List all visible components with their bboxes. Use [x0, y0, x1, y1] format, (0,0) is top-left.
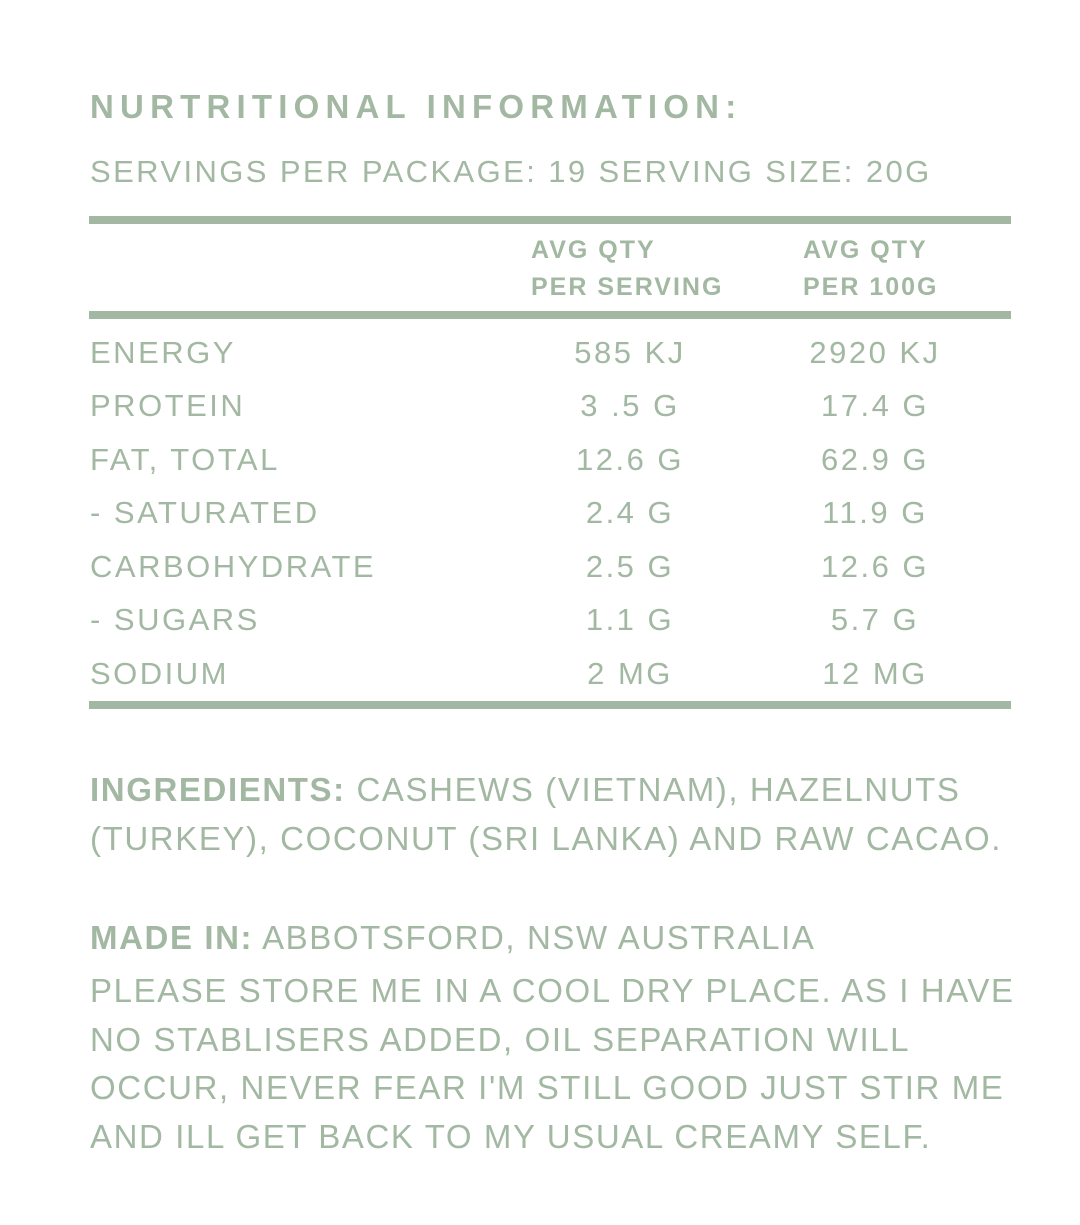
per-serving-value: 12.6 G — [575, 442, 685, 477]
ingredients-text: CASHEWS (VIETNAM), HAZELNUTS (TURKEY), C… — [90, 771, 1002, 857]
table-row: - SATURATED 2.4 G 11.9 G — [0, 495, 1080, 548]
servings-info: SERVINGS PER PACKAGE: 19 SERVING SIZE: 2… — [90, 154, 932, 189]
nutrient-name: FAT, TOTAL — [90, 442, 280, 477]
bottom-divider — [89, 701, 1011, 709]
header-line: AVG QTY — [531, 236, 656, 264]
per-serving-value: 2 MG — [587, 656, 673, 691]
header-line: AVG QTY — [803, 236, 928, 264]
per-100g-value: 2920 KJ — [809, 335, 941, 370]
per-100g-value: 17.4 G — [820, 388, 930, 423]
per-100g-value: 12.6 G — [820, 549, 930, 584]
table-row: SODIUM 2 MG 12 MG — [0, 656, 1080, 709]
per-serving-value: 585 KJ — [574, 335, 686, 370]
table-row: FAT, TOTAL 12.6 G 62.9 G — [0, 442, 1080, 495]
nutrient-name: ENERGY — [90, 335, 236, 370]
nutrient-name: - SUGARS — [90, 602, 260, 637]
per-100g-value: 5.7 G — [830, 602, 920, 637]
column-header-per-serving: AVG QTY PER SERVING — [531, 232, 723, 306]
nutrient-name: - SATURATED — [90, 495, 320, 530]
per-serving-value: 3 .5 G — [580, 388, 680, 423]
table-row: CARBOHYDRATE 2.5 G 12.6 G — [0, 549, 1080, 602]
made-in-label: MADE IN: — [90, 919, 254, 956]
per-100g-value: 11.9 G — [822, 495, 928, 530]
column-header-per-100g: AVG QTY PER 100G — [803, 232, 939, 306]
header-line: PER SERVING — [531, 273, 724, 301]
header-line: PER 100G — [803, 273, 939, 301]
top-divider — [89, 216, 1011, 224]
page-title: NURTRITIONAL INFORMATION: — [90, 88, 743, 125]
per-100g-value: 12 MG — [822, 656, 928, 691]
per-serving-value: 2.4 G — [585, 495, 675, 530]
nutrient-name: PROTEIN — [90, 388, 246, 423]
made-in: MADE IN: ABBOTSFORD, NSW AUSTRALIA — [90, 914, 1020, 963]
table-row: PROTEIN 3 .5 G 17.4 G — [0, 388, 1080, 441]
ingredients: INGREDIENTS: CASHEWS (VIETNAM), HAZELNUT… — [90, 766, 1020, 863]
made-in-text: ABBOTSFORD, NSW AUSTRALIA — [253, 919, 816, 956]
storage-instructions: PLEASE STORE ME IN A COOL DRY PLACE. AS … — [90, 972, 1015, 1155]
per-serving-value: 1.1 G — [585, 602, 675, 637]
table-row: - SUGARS 1.1 G 5.7 G — [0, 602, 1080, 655]
nutrient-name: CARBOHYDRATE — [90, 549, 377, 584]
table-row: ENERGY 585 KJ 2920 KJ — [0, 335, 1080, 388]
ingredients-label: INGREDIENTS: — [90, 771, 346, 808]
per-100g-value: 62.9 G — [820, 442, 930, 477]
per-serving-value: 2.5 G — [585, 549, 675, 584]
nutrient-name: SODIUM — [90, 656, 229, 691]
header-divider — [89, 311, 1011, 319]
